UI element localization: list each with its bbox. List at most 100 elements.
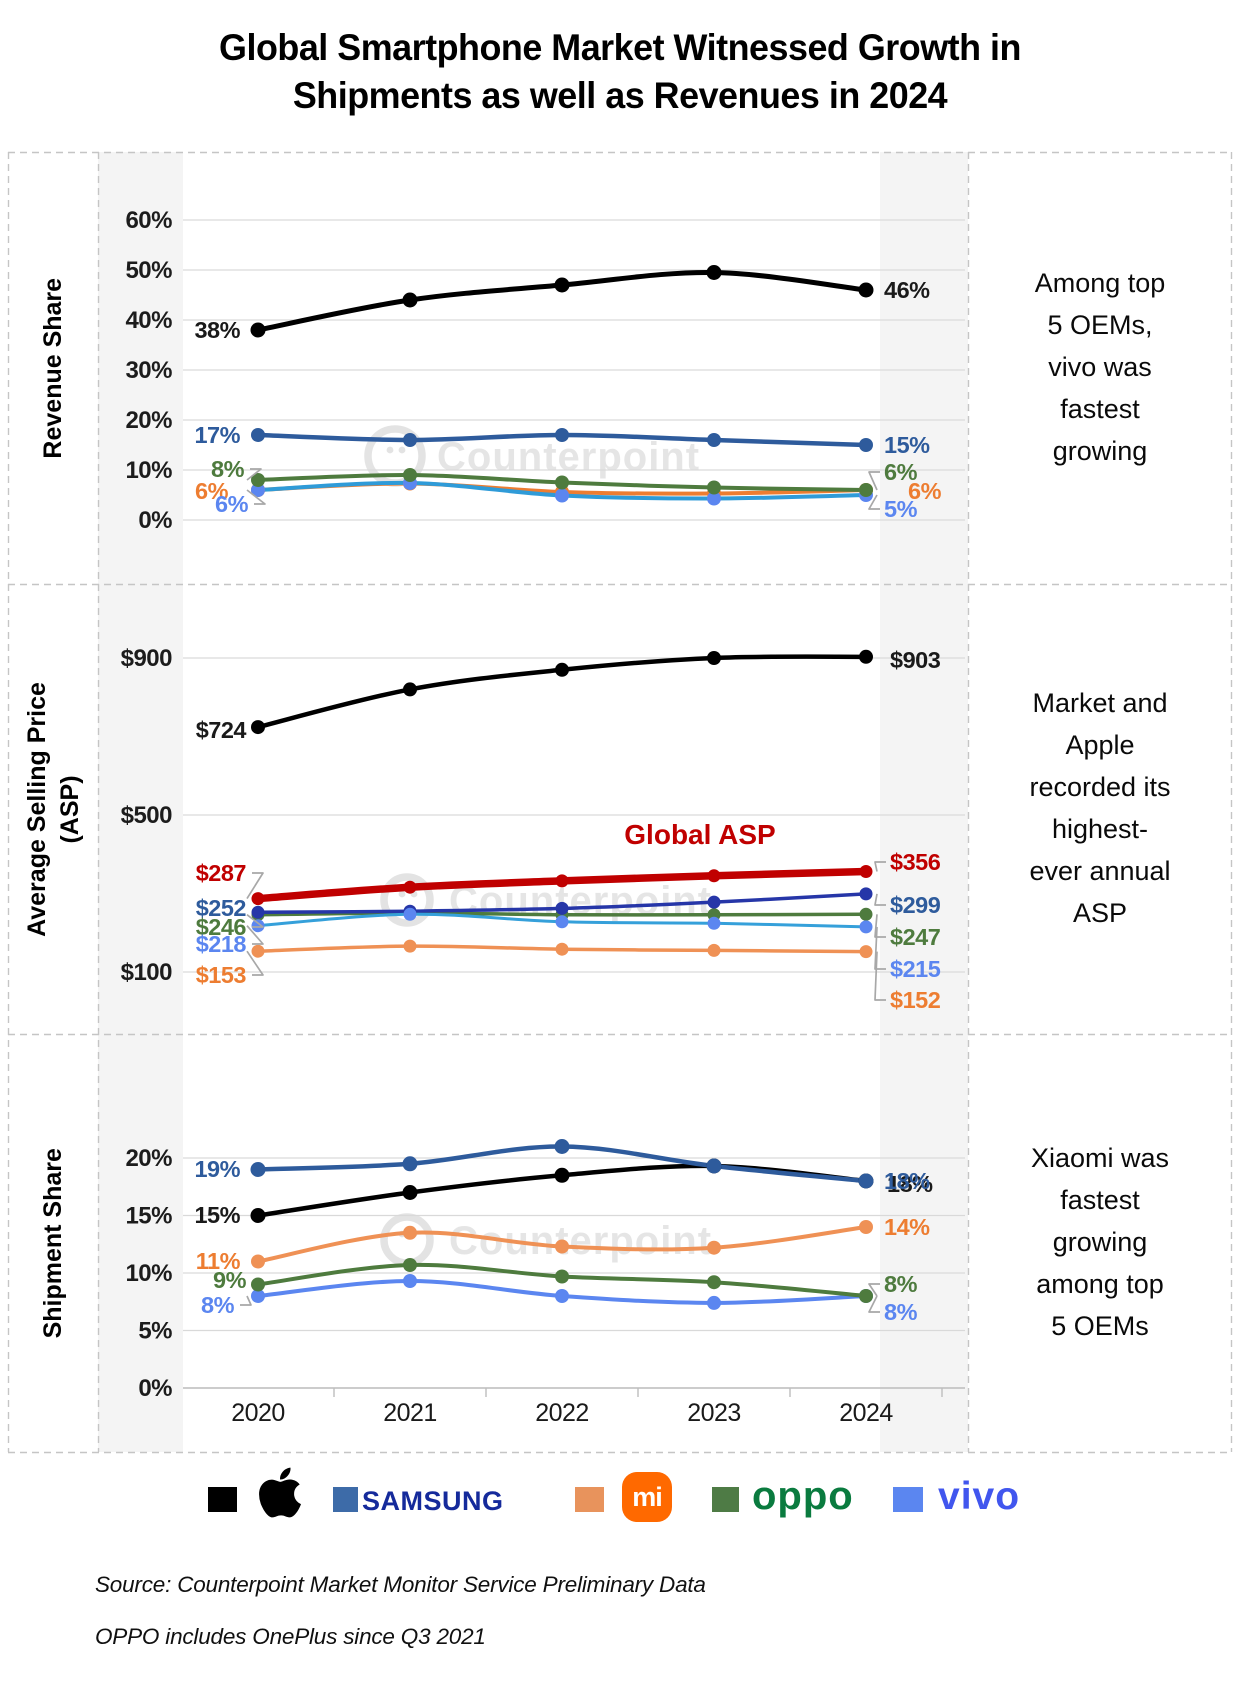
oppo-dot — [403, 1258, 417, 1272]
global-asp-dot — [707, 869, 721, 883]
vivo-dot — [251, 483, 265, 497]
x-tick-label: 2021 — [383, 1399, 437, 1427]
xiaomi-dot — [859, 1220, 873, 1234]
xiaomi-left-label: 6% — [195, 478, 229, 504]
label-leader — [874, 951, 886, 1001]
vivo-right-label: $215 — [890, 956, 941, 982]
global-asp-dot — [555, 874, 569, 888]
apple-dot — [858, 282, 874, 298]
label-leader — [246, 925, 264, 945]
xiaomi-dot — [859, 945, 873, 959]
samsung-dot — [706, 1158, 722, 1174]
samsung-left-label: $252 — [196, 895, 247, 921]
x-tick-label: 2023 — [687, 1399, 741, 1427]
xiaomi-dot — [707, 1240, 721, 1255]
apple-dot — [250, 1208, 266, 1223]
oppo-legend-swatch — [712, 1487, 739, 1512]
oppo-dot — [859, 483, 873, 497]
footnote-oppo-oneplus: OPPO includes OnePlus since Q3 2021 — [95, 1624, 486, 1649]
oppo-right-label: $247 — [890, 924, 941, 950]
counterpoint-watermark: Counterpoint — [364, 425, 699, 487]
samsung-dot — [402, 1156, 418, 1172]
oppo-dot — [859, 907, 873, 921]
label-leader — [240, 1295, 252, 1306]
axis-title: Shipment Share — [38, 1147, 67, 1339]
apple-dot — [706, 265, 722, 280]
apple-right-label: 46% — [884, 277, 930, 303]
vivo-dot — [859, 920, 873, 934]
vivo-dot — [707, 1295, 721, 1310]
xiaomi-dot — [555, 1239, 569, 1254]
samsung-left-label: 19% — [194, 1156, 240, 1182]
oppo-left-label: $246 — [196, 914, 247, 940]
samsung-legend-swatch — [333, 1487, 358, 1512]
y-tick-label: 20% — [125, 1145, 172, 1172]
vivo-left-label: $218 — [196, 931, 247, 957]
label-leader — [868, 1295, 880, 1313]
page-title-line2: Shipments as well as Revenues in 2024 — [292, 75, 948, 117]
y-tick-label: 0% — [138, 1375, 172, 1402]
label-leader — [874, 914, 886, 938]
xiaomi-right-label: 6% — [908, 478, 942, 504]
global-asp-dot — [403, 880, 417, 894]
samsung-dot — [403, 433, 417, 447]
vivo-dot — [707, 491, 721, 506]
vivo-dot — [403, 907, 417, 921]
oppo-wordmark: oppo — [752, 1474, 854, 1518]
xiaomi-dot — [555, 942, 569, 956]
annotation-text: Xiaomi was fastest growing among top 5 OEMs — [1030, 1143, 1170, 1341]
page-title: Global Smartphone Market Witnessed Growt… — [19, 24, 1222, 120]
apple-right-label: $903 — [890, 647, 941, 673]
oppo-dot — [707, 1275, 721, 1290]
chart-shipment-share: Counterpoint 0% 5% 10% 15% 20% 2020 2021 2022 202… — [125, 1139, 965, 1427]
y-tick-label: 20% — [125, 407, 172, 434]
oppo-right-label: 8% — [884, 1271, 918, 1297]
apple-dot — [402, 292, 418, 308]
apple-dot — [555, 662, 569, 677]
global-asp-line-label: Global ASP — [624, 819, 775, 850]
axis-title-cell: Revenue Share — [8, 152, 98, 584]
samsung-dot — [555, 901, 569, 915]
apple-dot — [251, 720, 265, 735]
samsung-dot — [554, 1139, 570, 1154]
y-tick-label: 30% — [125, 357, 172, 384]
axis-title: Revenue Share — [38, 277, 67, 459]
label-leader — [246, 950, 264, 976]
apple-dot — [554, 1167, 570, 1183]
y-tick-label: 10% — [125, 457, 172, 484]
label-leader — [868, 494, 880, 510]
y-tick-label: 0% — [138, 507, 172, 534]
y-tick-label: $500 — [121, 802, 173, 829]
vivo-dot — [555, 915, 569, 929]
y-tick-label: 50% — [125, 257, 172, 284]
svg-text:Counterpoint: Counterpoint — [449, 1219, 712, 1263]
xiaomi-left-label: 11% — [196, 1248, 241, 1274]
samsung-left-label: 17% — [194, 422, 240, 448]
apple-left-label: $724 — [196, 717, 247, 743]
x-tick-label: 2024 — [839, 1399, 893, 1427]
xiaomi-dot — [251, 1254, 265, 1269]
left-highlight-band — [98, 152, 183, 1452]
xiaomi-dot — [403, 939, 417, 953]
samsung-right-label: 18% — [884, 1168, 930, 1194]
apple-dot — [403, 682, 417, 697]
x-tick-label: 2020 — [231, 1399, 285, 1427]
oppo-dot — [859, 1289, 873, 1303]
samsung-dot — [859, 438, 873, 452]
vivo-right-label: 5% — [884, 496, 918, 522]
y-tick-label: $900 — [121, 645, 173, 672]
samsung-dot — [707, 895, 721, 909]
oppo-right-label: 6% — [884, 459, 918, 485]
oppo-dot — [555, 475, 569, 490]
label-leader — [874, 893, 886, 906]
apple-left-label: 15% — [194, 1202, 240, 1228]
apple-dot — [859, 649, 873, 664]
vivo-dot — [555, 488, 569, 503]
counterpoint-watermark: Counterpoint — [380, 1213, 712, 1267]
global-asp-dot — [251, 892, 265, 906]
oppo-dot — [403, 468, 417, 482]
samsung-dot — [707, 433, 721, 447]
vivo-right-label: 8% — [884, 1299, 918, 1325]
samsung-dot — [251, 428, 265, 442]
